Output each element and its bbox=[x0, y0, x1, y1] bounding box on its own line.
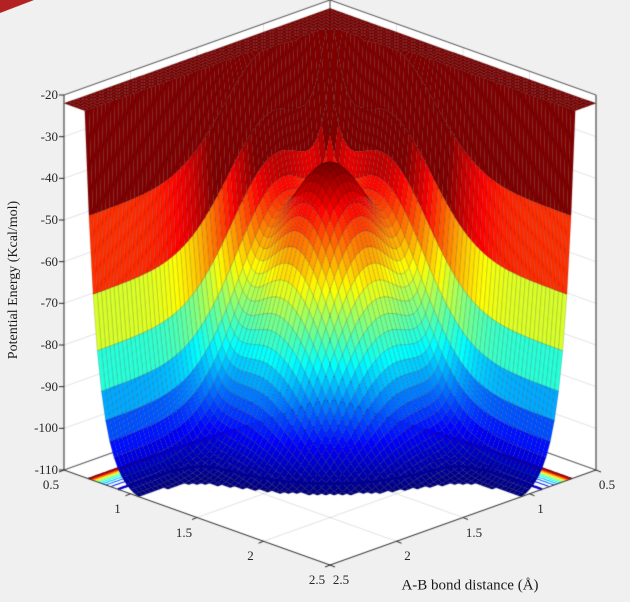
corner-red-artifact bbox=[0, 0, 34, 13]
